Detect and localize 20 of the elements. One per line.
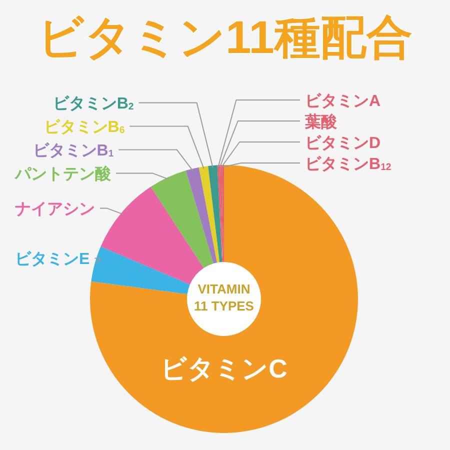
donut-slice — [100, 186, 204, 285]
slice-label: 葉酸 — [304, 113, 338, 132]
slice-label: ビタミンB6 — [44, 118, 125, 136]
slice-label: ナイアシン — [15, 201, 95, 218]
donut-slice — [186, 167, 218, 264]
slice-label: ビタミンB12 — [305, 155, 392, 174]
donut-slice — [91, 246, 190, 294]
slice-label: パントテン酸 — [14, 165, 112, 184]
slice-label: ビタミンD — [305, 134, 381, 152]
donut-slice — [150, 170, 214, 268]
chart-title: ビタミン11種配合 — [38, 11, 412, 63]
slice-label: ビタミンE — [15, 250, 90, 268]
slice-label: ビタミンC — [160, 354, 288, 384]
slice-label: ビタミンA — [305, 92, 381, 110]
donut-slice — [208, 165, 222, 262]
text: VITAMIN — [198, 282, 250, 296]
donut-slice — [198, 166, 220, 263]
slice-label: ビタミンB1 — [32, 142, 114, 160]
slice-label: ビタミンB2 — [52, 94, 134, 113]
text: 11 TYPES — [194, 298, 254, 314]
